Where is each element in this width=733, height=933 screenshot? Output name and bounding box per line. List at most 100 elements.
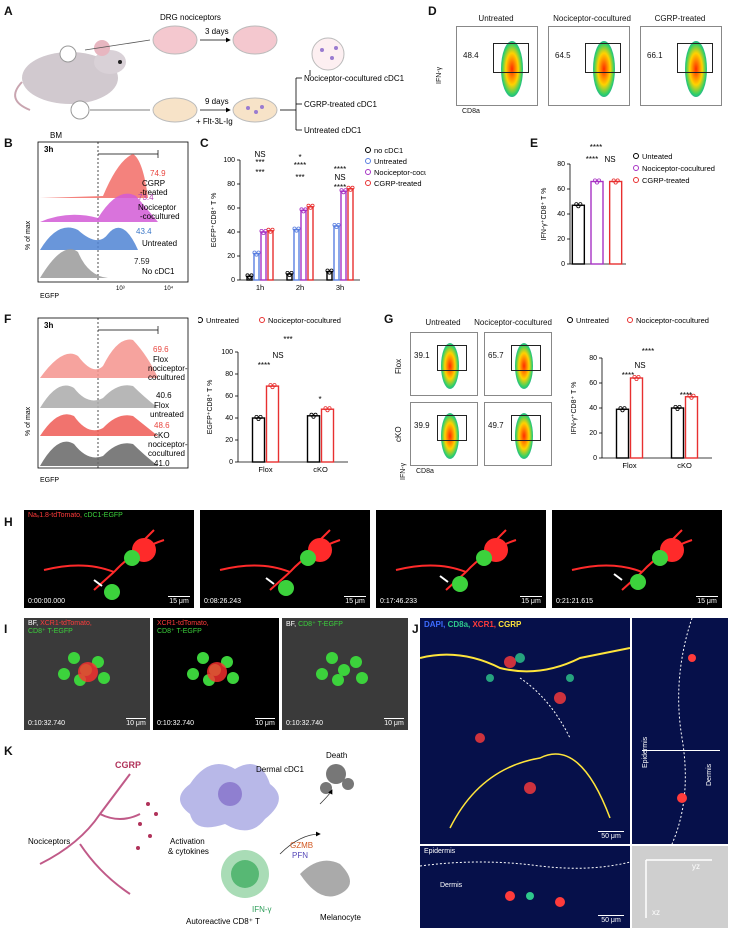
svg-text:3h: 3h: [44, 145, 53, 154]
data-point: [303, 207, 308, 212]
svg-text:Melanocyte: Melanocyte: [320, 913, 361, 922]
data-point: [309, 412, 314, 417]
svg-text:CGRP: CGRP: [115, 760, 141, 770]
data-point: [287, 272, 292, 277]
significance-label: ****: [590, 143, 602, 152]
data-point: [301, 209, 306, 214]
y-tick-label: 60: [557, 186, 565, 193]
legend-label: Nociceptor-cocultured: [374, 168, 426, 177]
svg-text:cKO: cKO: [154, 431, 170, 440]
data-point: [266, 227, 271, 232]
bar: [340, 190, 347, 281]
y-axis-label: EGFP⁺CD8⁺ T %: [211, 193, 218, 248]
x-tick-label: 3h: [336, 283, 344, 292]
legend-label: CGRP-treated: [374, 179, 422, 188]
bar: [293, 228, 300, 281]
y-tick-label: 80: [225, 371, 233, 378]
data-point: [687, 393, 692, 398]
data-point: [289, 270, 294, 275]
y-tick-label: 40: [557, 211, 565, 218]
data-point: [323, 406, 328, 411]
significance-label: ****: [642, 347, 654, 356]
legend-label: Untreated: [374, 157, 407, 166]
legend-marker: [365, 180, 371, 186]
svg-text:-cocultured: -cocultured: [140, 212, 180, 221]
legend-marker: [365, 169, 371, 175]
data-point: [292, 226, 297, 231]
data-point: [618, 406, 623, 411]
data-point: [294, 228, 299, 233]
significance-label: ****: [334, 165, 346, 174]
legend-label: no cDC1: [374, 146, 403, 155]
significance-label: ****: [294, 161, 306, 170]
data-point: [348, 187, 353, 192]
svg-text:EGFP: EGFP: [40, 293, 59, 300]
bar: [608, 180, 623, 265]
y-tick-label: 0: [593, 455, 597, 462]
svg-text:IFN-γ: IFN-γ: [252, 905, 272, 914]
bar: [265, 385, 280, 463]
legend-marker: [198, 317, 203, 323]
panel-label-c: C: [200, 136, 209, 150]
data-point: [689, 395, 694, 400]
svg-text:nociceptor-: nociceptor-: [148, 364, 188, 373]
data-point: [334, 225, 339, 230]
svg-text:+ Flt-3L-Ig: + Flt-3L-Ig: [196, 117, 233, 126]
legend-marker: [633, 165, 639, 171]
svg-text:Dermal cDC1: Dermal cDC1: [256, 765, 305, 774]
significance-label: *: [298, 153, 301, 162]
svg-text:CGRP: CGRP: [142, 179, 165, 188]
svg-text:% of max: % of max: [25, 220, 32, 250]
data-point: [310, 203, 315, 208]
panel-g-flow: Untreated Nociceptor-cocultured 39.1 65.…: [394, 318, 552, 480]
panel-label-d: D: [428, 4, 437, 18]
y-tick-label: 20: [225, 437, 233, 444]
bar: [246, 275, 253, 281]
data-point: [325, 268, 330, 273]
data-point: [247, 275, 252, 280]
significance-label: ****: [586, 155, 598, 164]
data-point: [256, 417, 261, 422]
bar: [253, 252, 260, 281]
data-point: [613, 180, 618, 185]
svg-text:Nociceptor: Nociceptor: [138, 203, 177, 212]
y-tick-label: 80: [227, 181, 235, 188]
mouse-illustration: [14, 40, 126, 120]
timelapse-frame-2: 0:08:26.243 15 μm: [200, 510, 370, 608]
bar: [326, 270, 333, 281]
legend-marker: [627, 317, 633, 323]
svg-text:40.6: 40.6: [156, 391, 172, 400]
y-tick-label: 60: [589, 380, 597, 387]
data-point: [245, 273, 250, 278]
y-tick-label: 40: [227, 229, 235, 236]
bar: [615, 408, 630, 459]
flow-plot-cgrp: 66.1: [640, 26, 722, 106]
data-point: [615, 178, 620, 183]
data-point: [620, 408, 625, 413]
data-point: [258, 415, 263, 420]
data-point: [313, 412, 318, 417]
bar: [267, 230, 274, 281]
svg-text:-treated: -treated: [140, 188, 168, 197]
x-tick-label: Flox: [258, 465, 272, 474]
significance-label: ****: [334, 183, 346, 192]
legend-marker: [365, 158, 371, 164]
panel-label-j: J: [412, 622, 419, 636]
i-frame-3: BF, CD8⁺ T-EGFP 0:10:32.740 10 μm: [282, 618, 408, 730]
data-point: [254, 415, 259, 420]
x-tick-label: cKO: [313, 465, 328, 474]
significance-label: NS: [604, 155, 615, 164]
flow-plot-untreated: 48.4: [456, 26, 538, 106]
flow-g-cko-cocultured: 49.7: [484, 402, 552, 466]
data-point: [673, 405, 678, 410]
svg-text:Nociceptors: Nociceptors: [28, 837, 70, 846]
data-point: [259, 229, 264, 234]
bar: [307, 206, 314, 281]
y-tick-label: 80: [589, 355, 597, 362]
flow-plot-nociceptor: 64.5: [548, 26, 630, 106]
data-point: [578, 202, 583, 207]
y-tick-label: 80: [557, 161, 565, 168]
panel-label-h: H: [4, 515, 13, 529]
